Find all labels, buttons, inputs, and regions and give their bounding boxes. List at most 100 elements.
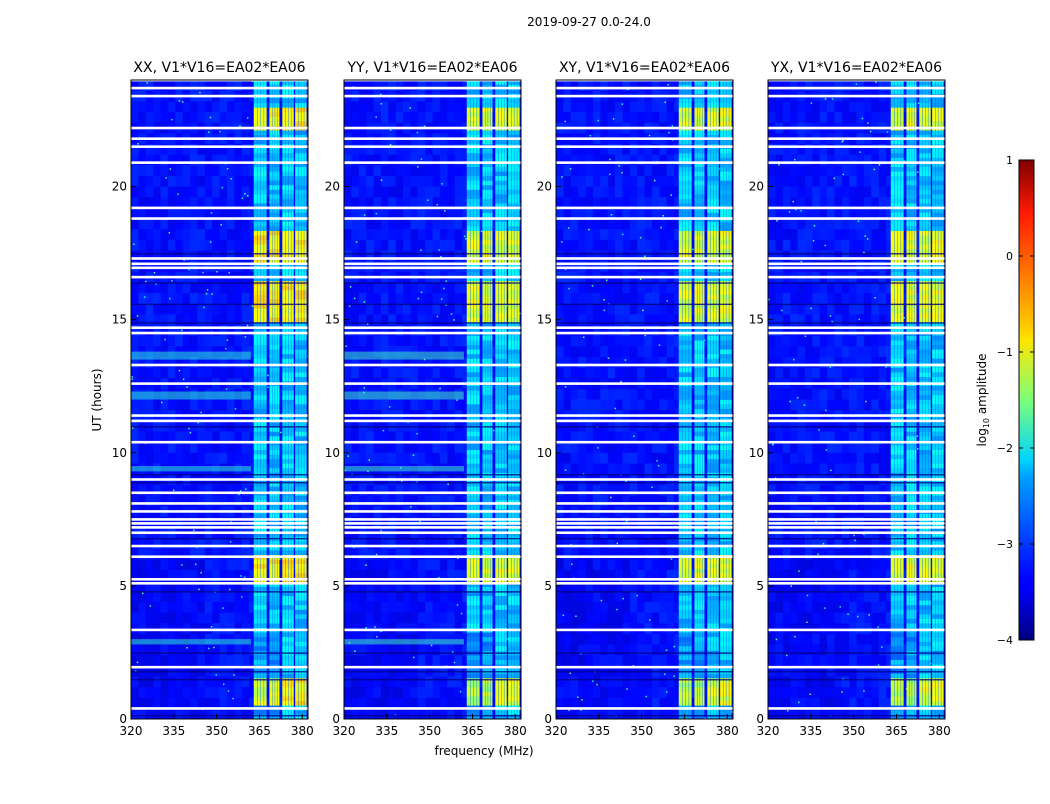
heatmap-cell [455,368,463,379]
heatmap-cell [344,304,352,315]
rfi-stripe [263,80,264,719]
heatmap-cell [344,187,352,198]
heatmap-cell [168,613,176,624]
heatmap-cell [344,698,352,709]
heatmap-cell [388,165,396,176]
heatmap-cell [351,208,359,219]
rfi-cell [269,185,279,190]
heatmap-cell [168,304,176,315]
heatmap-cell [578,218,586,229]
heatmap-cell [396,676,404,687]
heatmap-cell [659,229,667,240]
heatmap-cell [396,538,404,549]
heatmap-cell [205,613,213,624]
heatmap-band [344,392,464,400]
heatmap-cell [418,112,426,123]
heatmap-cell [183,708,191,719]
rfi-cell [269,368,279,373]
heatmap-cell [183,644,191,655]
heatmap-cell [359,282,367,293]
heatmap-cell [190,176,198,187]
heatmap-cell [388,240,396,251]
heatmap-cell [359,676,367,687]
heatmap-cell [388,208,396,219]
heatmap-cell [410,442,418,453]
heatmap-cell [131,304,139,315]
heatmap-cell [593,240,601,251]
heatmap-speckle [173,490,175,492]
heatmap-cell [425,208,433,219]
rfi-cell [482,107,492,112]
heatmap-cell [205,644,213,655]
heatmap-cell [447,304,455,315]
heatmap-cell [433,591,441,602]
heatmap-cell [366,549,374,560]
heatmap-cell [563,293,571,304]
heatmap-cell [578,112,586,123]
heatmap-cell [146,282,154,293]
heatmap-cell [615,197,623,208]
heatmap-cell [374,240,382,251]
heatmap-speckle [369,459,371,461]
heatmap-cell [608,80,616,91]
heatmap-speckle [374,626,376,628]
heatmap-cell [344,400,352,411]
heatmap-cell [205,218,213,229]
heatmap-cell [418,602,426,613]
heatmap-cell [578,165,586,176]
heatmap-cell [388,655,396,666]
heatmap-cell [183,602,191,613]
heatmap-cell [403,240,411,251]
heatmap-cell [418,80,426,91]
heatmap-cell [212,112,220,123]
heatmap-cell [212,538,220,549]
heatmap-cell [351,485,359,496]
heatmap-speckle [208,648,210,650]
heatmap-speckle [267,386,269,388]
heatmap-cell [447,336,455,347]
heatmap-cell [183,112,191,123]
heatmap-cell [381,112,389,123]
heatmap-cell [593,218,601,229]
heatmap-cell [212,559,220,570]
heatmap-cell [630,165,638,176]
heatmap-cell [146,559,154,570]
heatmap-cell [359,495,367,506]
heatmap-cell [146,176,154,187]
heatmap-cell [418,240,426,251]
heatmap-cell [381,80,389,91]
flagged-gap [131,526,308,529]
heatmap-cell [138,112,146,123]
heatmap-cell [183,80,191,91]
heatmap-cell [161,602,169,613]
rfi-cell [482,290,492,295]
heatmap-speckle [354,651,356,653]
heatmap-cell [381,655,389,666]
heatmap-cell [374,282,382,293]
heatmap-cell [153,293,161,304]
heatmap-cell [161,250,169,261]
heatmap-cell [447,293,455,304]
heatmap-cell [425,304,433,315]
heatmap-cell [388,644,396,655]
flagged-gap [344,420,521,423]
heatmap-cell [410,336,418,347]
flagged-gap [344,555,521,558]
heatmap-cell [153,559,161,570]
heatmap-cell [374,229,382,240]
heatmap-cell [212,293,220,304]
heatmap-cell [183,197,191,208]
heatmap-cell [205,314,213,325]
rfi-cell [482,139,492,144]
heatmap-cell [563,282,571,293]
heatmap-cell [425,559,433,570]
heatmap-cell [212,368,220,379]
rfi-cell [482,180,492,185]
heatmap-speckle [177,194,179,196]
heatmap-cell [153,368,161,379]
rfi-cell [482,354,492,359]
heatmap-cell [351,591,359,602]
heatmap-cell [433,165,441,176]
heatmap-cell [600,229,608,240]
heatmap-speckle [232,698,234,700]
